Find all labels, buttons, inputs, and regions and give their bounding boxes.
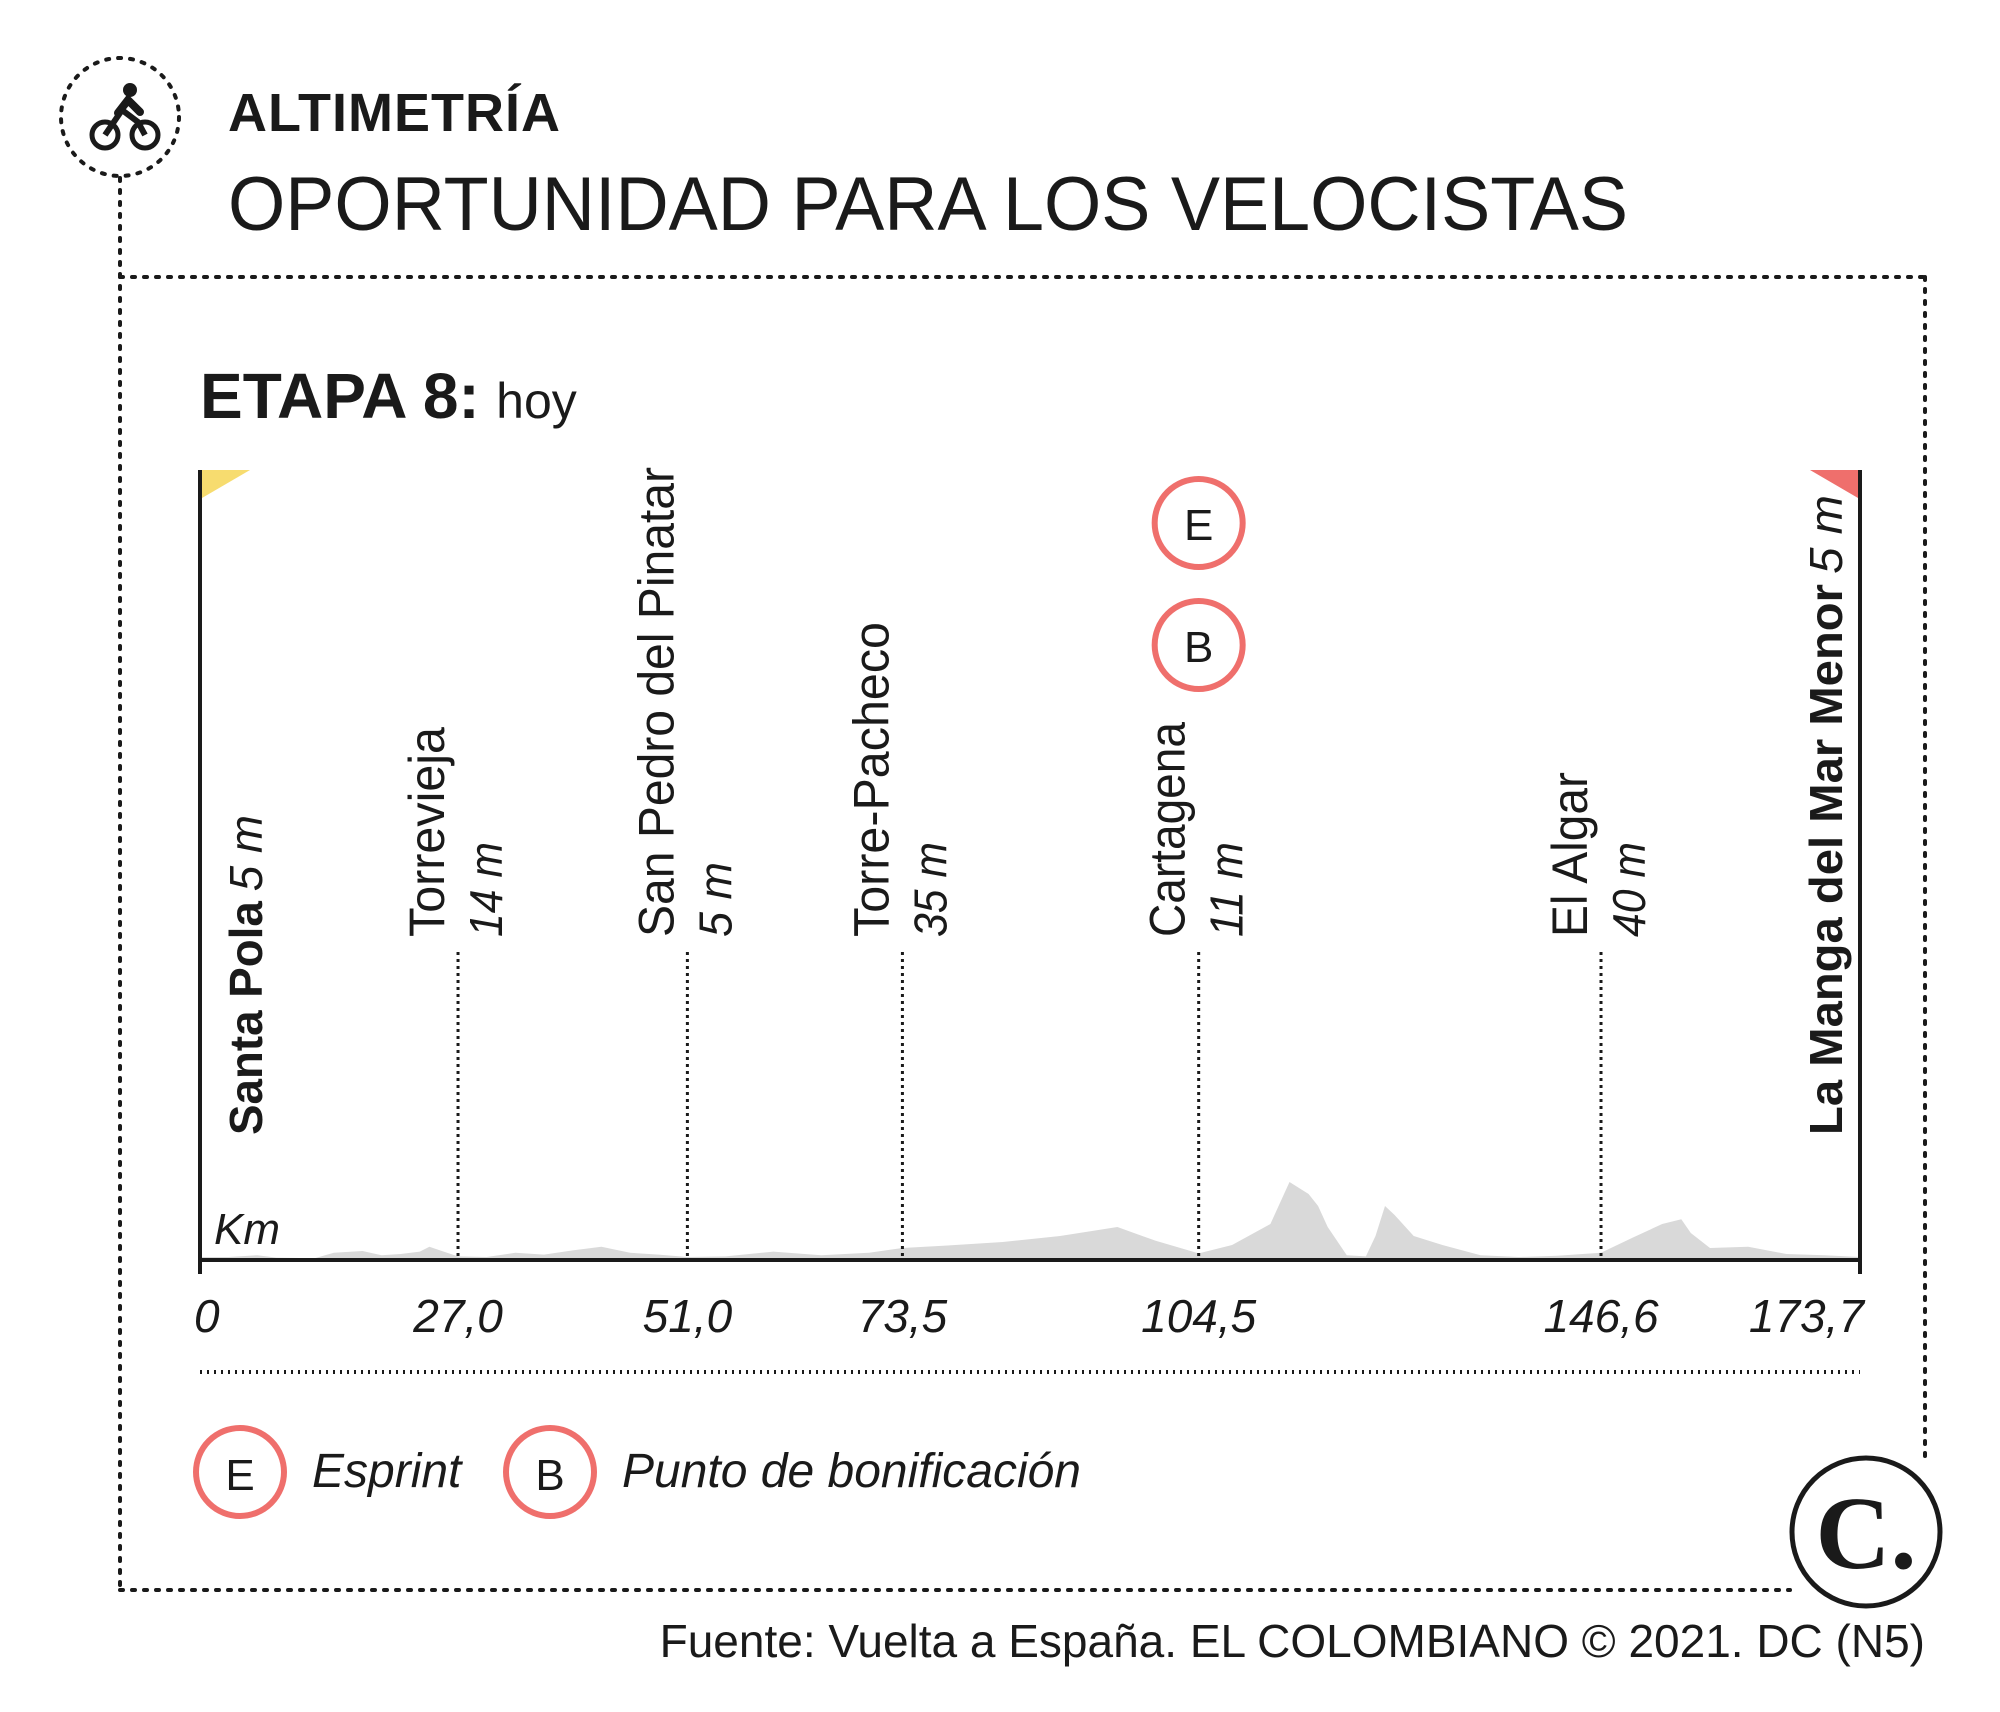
altimetry-chart: Km 0 27,0 51,0 73,5 104,5 146,6 173,7 Santa Pola… — [194, 467, 1865, 1342]
x-tick-label: 27,0 — [412, 1290, 503, 1342]
waypoint-altitude: 11 m — [1201, 842, 1253, 937]
bonus-marker-icon — [503, 1425, 597, 1519]
finish-town-altitude: 5 m — [1800, 495, 1852, 574]
x-tick-label: 104,5 — [1141, 1290, 1257, 1342]
finish-flag-icon — [1810, 470, 1858, 498]
waypoint-altitude: 40 m — [1603, 842, 1655, 937]
legend-bonus-letter: B — [535, 1451, 564, 1500]
legend-item-esprint: E Esprint — [193, 1425, 463, 1519]
start-town-label: Santa Pola 5 m — [220, 815, 272, 1135]
bonus-marker-icon — [1151, 598, 1246, 692]
esprint-marker-icon — [193, 1425, 287, 1519]
stage-when: hoy — [496, 373, 577, 429]
waypoint-name: San Pedro del Pinatar — [628, 467, 684, 937]
x-tick-label: 73,5 — [858, 1290, 948, 1342]
legend-esprint-label: Esprint — [312, 1445, 463, 1498]
legend: E Esprint B Punto de bonificación — [193, 1425, 1081, 1519]
waypoint-name: Cartagena — [1140, 722, 1196, 937]
headline: OPORTUNIDAD PARA LOS VELOCISTAS — [228, 162, 1628, 247]
finish-town-name: La Manga del Mar Menor — [1800, 584, 1852, 1135]
legend-esprint-letter: E — [225, 1451, 254, 1500]
waypoint-name: Torre-Pacheco — [843, 622, 899, 937]
stage-title: ETAPA 8: hoy — [200, 360, 577, 432]
x-tick-label: 51,0 — [643, 1290, 733, 1342]
dotted-frame — [118, 176, 1927, 1592]
marker-letter: B — [1184, 623, 1213, 672]
legend-bonus-label: Punto de bonificación — [622, 1445, 1081, 1498]
marker-letter: E — [1184, 501, 1213, 550]
finish-town-label: La Manga del Mar Menor 5 m — [1800, 495, 1852, 1135]
waypoint-altitude: 14 m — [460, 842, 512, 937]
waypoint-name: Torrevieja — [399, 727, 455, 937]
start-town-name: Santa Pola — [220, 901, 272, 1135]
legend-item-bonificacion: B Punto de bonificación — [503, 1425, 1081, 1519]
waypoint-altitude: 5 m — [689, 862, 741, 937]
x-tick-label: 0 — [194, 1290, 220, 1342]
sprint-marker-icon — [1151, 476, 1246, 570]
elevation-profile-area — [200, 1182, 1860, 1260]
section-title: ALTIMETRÍA — [228, 83, 561, 143]
cyclist-icon — [59, 56, 181, 178]
stage-label: ETAPA 8: — [200, 360, 480, 432]
waypoint-altitude: 35 m — [904, 842, 956, 937]
start-town-altitude: 5 m — [220, 815, 272, 891]
x-axis-label: Km — [214, 1205, 280, 1254]
start-flag-icon — [202, 470, 250, 498]
logo-text: C. — [1815, 1476, 1916, 1591]
x-tick-label: 146,6 — [1543, 1290, 1659, 1342]
x-tick-label: 173,7 — [1749, 1290, 1866, 1342]
source-credit: Fuente: Vuelta a España. EL COLOMBIANO ©… — [660, 1615, 1925, 1667]
waypoint-name: El Algar — [1542, 772, 1598, 937]
el-colombiano-logo: C. — [1789, 1455, 1943, 1609]
